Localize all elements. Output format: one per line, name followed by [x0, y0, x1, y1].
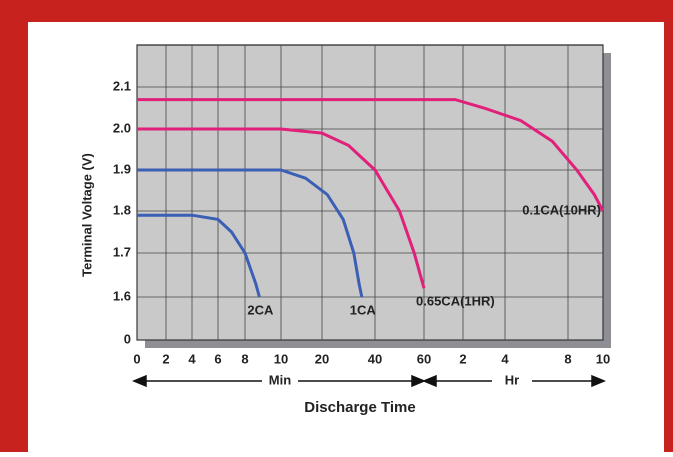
x-tick-label: 4: [188, 351, 196, 366]
series-label: 0.1CA(10HR): [522, 202, 601, 217]
x-tick-label: 10: [274, 351, 288, 366]
y-tick-label: 1.8: [113, 202, 131, 217]
x-tick-label: 2: [162, 351, 169, 366]
arrow-head: [591, 374, 606, 388]
line: [137, 168, 364, 298]
x-segment-label: Min: [269, 372, 291, 387]
series-label: 0.65CA(1HR): [416, 294, 495, 309]
x-tick-label: 10: [596, 351, 610, 366]
x-tick-label: 8: [564, 351, 571, 366]
plot: 2CA 1CA 0.65CA(1HR) 0.1CA(10HR): [136, 44, 611, 348]
arrow-head: [422, 374, 437, 388]
arrow-head: [132, 374, 147, 388]
series-label: 2CA: [247, 302, 274, 317]
line: [137, 213, 261, 298]
x-tick-label: 2: [459, 351, 466, 366]
left-border: [0, 0, 28, 452]
x-tick-label: 8: [241, 351, 248, 366]
x-axis-label: Discharge Time: [304, 399, 415, 416]
line: [137, 98, 605, 212]
plot-area: [136, 44, 604, 341]
x-tick-label: 6: [214, 351, 221, 366]
y-tick-label: 1.7: [113, 244, 131, 259]
x-tick-label: 4: [501, 351, 509, 366]
x-tick-label: 60: [417, 351, 431, 366]
y-tick-label: 1.9: [113, 161, 131, 176]
y-tick-label: 2.1: [113, 78, 131, 93]
range-arrows: [132, 374, 606, 388]
right-border: [664, 0, 673, 452]
line: [137, 127, 426, 289]
x-segment-label: Hr: [505, 372, 519, 387]
arrow-head: [411, 374, 426, 388]
x-tick-label: 20: [315, 351, 329, 366]
y-tick-label: 1.6: [113, 288, 131, 303]
top-border: [0, 0, 673, 22]
y-tick-label: 2.0: [113, 120, 131, 135]
y-axis-label: Terminal Voltage (V): [79, 153, 94, 277]
x-tick-label: 40: [368, 351, 382, 366]
series-label: 1CA: [350, 302, 377, 317]
y-tick-label: 0: [124, 331, 131, 346]
x-tick-label: 0: [133, 351, 140, 366]
